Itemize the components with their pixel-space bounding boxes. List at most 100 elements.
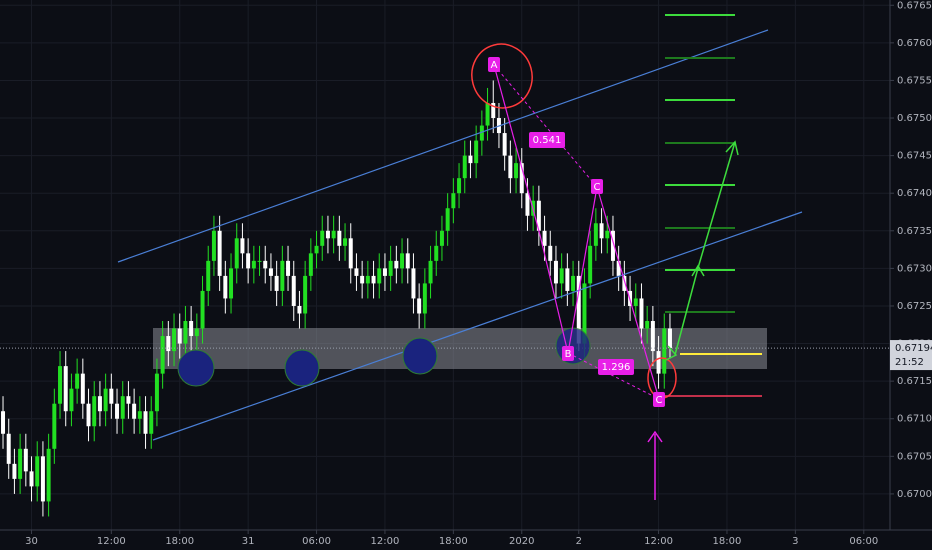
candle-body xyxy=(667,328,672,349)
candle-body xyxy=(6,433,11,464)
candle-body xyxy=(468,155,473,164)
x-tick-label: 3 xyxy=(792,536,798,547)
candle-body xyxy=(251,260,256,269)
candle-body xyxy=(314,245,319,254)
touch-circle xyxy=(284,349,320,387)
candle-body xyxy=(257,260,262,262)
candle-body xyxy=(525,193,530,216)
channel-line xyxy=(152,211,803,441)
candle-body xyxy=(371,275,376,284)
ratio-label: 0.541 xyxy=(533,135,562,146)
pattern-labels: A B C C 0.541 1.296 xyxy=(488,57,665,407)
candle-body xyxy=(217,230,222,276)
candle-body xyxy=(297,305,302,314)
candle-body xyxy=(166,336,171,352)
point-label: B xyxy=(565,349,572,360)
top-circle xyxy=(471,43,533,109)
candle-body xyxy=(35,456,40,487)
candle-body xyxy=(280,260,285,291)
candle-body xyxy=(154,373,159,412)
candle-body xyxy=(662,328,667,374)
candle-body xyxy=(223,275,228,299)
candle-body xyxy=(268,268,273,276)
candle-body xyxy=(115,403,120,419)
point-label: C xyxy=(594,182,601,193)
candle-body xyxy=(331,230,336,239)
candle-body xyxy=(616,260,621,276)
candle-body xyxy=(92,396,97,427)
point-label: C xyxy=(656,395,663,406)
arrow-head xyxy=(725,140,739,156)
ratio-label: 1.296 xyxy=(602,362,631,373)
candle-body xyxy=(514,163,519,179)
candle-body xyxy=(633,298,638,306)
candle-body xyxy=(348,238,353,269)
candle-body xyxy=(97,396,102,412)
candle-body xyxy=(422,283,427,314)
candle-body xyxy=(291,275,296,306)
candle-body xyxy=(428,260,433,284)
x-tick-label: 31 xyxy=(242,536,255,547)
candle-body xyxy=(246,253,251,269)
candle-body xyxy=(325,230,330,239)
candle-body xyxy=(445,208,450,231)
candle-body xyxy=(588,245,593,284)
y-tick-label: 0.67000 xyxy=(897,489,932,500)
candle-body xyxy=(308,253,313,276)
candle-body xyxy=(360,275,365,284)
label-box xyxy=(591,179,603,194)
x-tick-label: 12:00 xyxy=(97,536,126,547)
candle-body xyxy=(103,388,108,412)
candle-body xyxy=(593,223,598,246)
candle-body xyxy=(622,275,627,291)
candle-body xyxy=(650,321,655,352)
candle-body xyxy=(645,321,650,329)
candle-body xyxy=(388,260,393,276)
candle-body xyxy=(599,223,604,239)
candle-body xyxy=(337,230,342,246)
x-tick-label: 06:00 xyxy=(302,536,331,547)
candle-body xyxy=(439,230,444,246)
candle-body xyxy=(411,268,416,299)
candle-body xyxy=(52,403,57,449)
candle-body xyxy=(354,268,359,276)
candle-body xyxy=(559,268,564,284)
ratio-line xyxy=(567,352,660,400)
candle-body xyxy=(382,268,387,276)
candle-body xyxy=(75,373,80,389)
candle-body xyxy=(536,200,541,231)
candle-body xyxy=(206,260,211,291)
candle-body xyxy=(377,268,382,284)
touch-circle xyxy=(402,337,438,375)
candle-body xyxy=(58,366,63,404)
candle-body xyxy=(12,463,17,479)
candle-body xyxy=(320,230,325,246)
candle-body xyxy=(1,411,6,434)
candle-body xyxy=(86,403,91,427)
candle-body xyxy=(183,321,188,344)
candle-body xyxy=(132,403,137,419)
candle-body xyxy=(394,260,399,269)
candle-body xyxy=(508,155,513,179)
arrow-head xyxy=(665,345,678,361)
candle-body xyxy=(502,133,507,156)
candle-body xyxy=(576,275,581,344)
label-box xyxy=(653,392,665,407)
candle-body xyxy=(109,388,114,404)
candle-body xyxy=(400,253,405,269)
candle-body xyxy=(417,298,422,314)
candle-body xyxy=(491,102,496,119)
candle-body xyxy=(160,336,165,374)
candle-body xyxy=(405,253,410,269)
projection-arrow xyxy=(674,141,736,356)
